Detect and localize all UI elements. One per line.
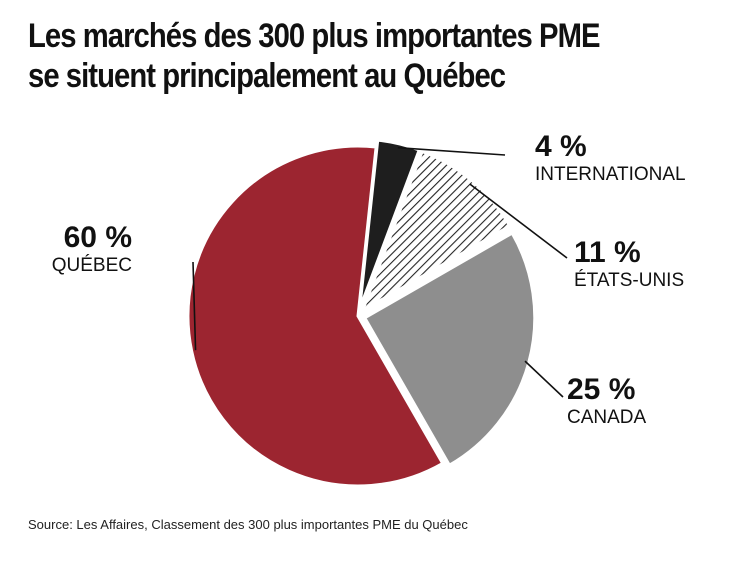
leader-line-international [397, 146, 506, 156]
leader-line-canada [524, 360, 564, 398]
leader-lines [192, 146, 568, 398]
slice-labels: 60 %QUÉBEC 4 %INTERNATIONAL 11 %ÉTATS-UNIS… [52, 130, 686, 428]
leader-line-quebec [192, 261, 197, 351]
chart-title: Les marchés des 300 plus importantes PME… [28, 16, 630, 96]
pie-slice-etats-unis [359, 149, 512, 315]
pie-slice-canada [362, 231, 537, 468]
slice-label-international: INTERNATIONAL [535, 164, 686, 185]
source-note: Source: Les Affaires, Classement des 300… [28, 517, 468, 532]
leader-line-etats-unis [469, 183, 568, 259]
slice-label-quebec: QUÉBEC [52, 255, 132, 276]
chart-title-line-2: se situent principalement au Québec [28, 57, 506, 95]
pie-slice-quebec [186, 144, 445, 488]
slice-value-etats-unis: 11 % [574, 236, 641, 269]
slice-label-canada: CANADA [567, 407, 647, 428]
slice-label-etats-unis: ÉTATS-UNIS [574, 270, 684, 291]
slice-value-canada: 25 % [567, 373, 635, 406]
chart-title-line-1: Les marchés des 300 plus importantes PME [28, 17, 601, 55]
slice-value-international: 4 % [535, 130, 587, 163]
pie-slice-international [358, 138, 422, 310]
slice-value-quebec: 60 % [64, 221, 132, 254]
pie-slices [186, 138, 537, 488]
